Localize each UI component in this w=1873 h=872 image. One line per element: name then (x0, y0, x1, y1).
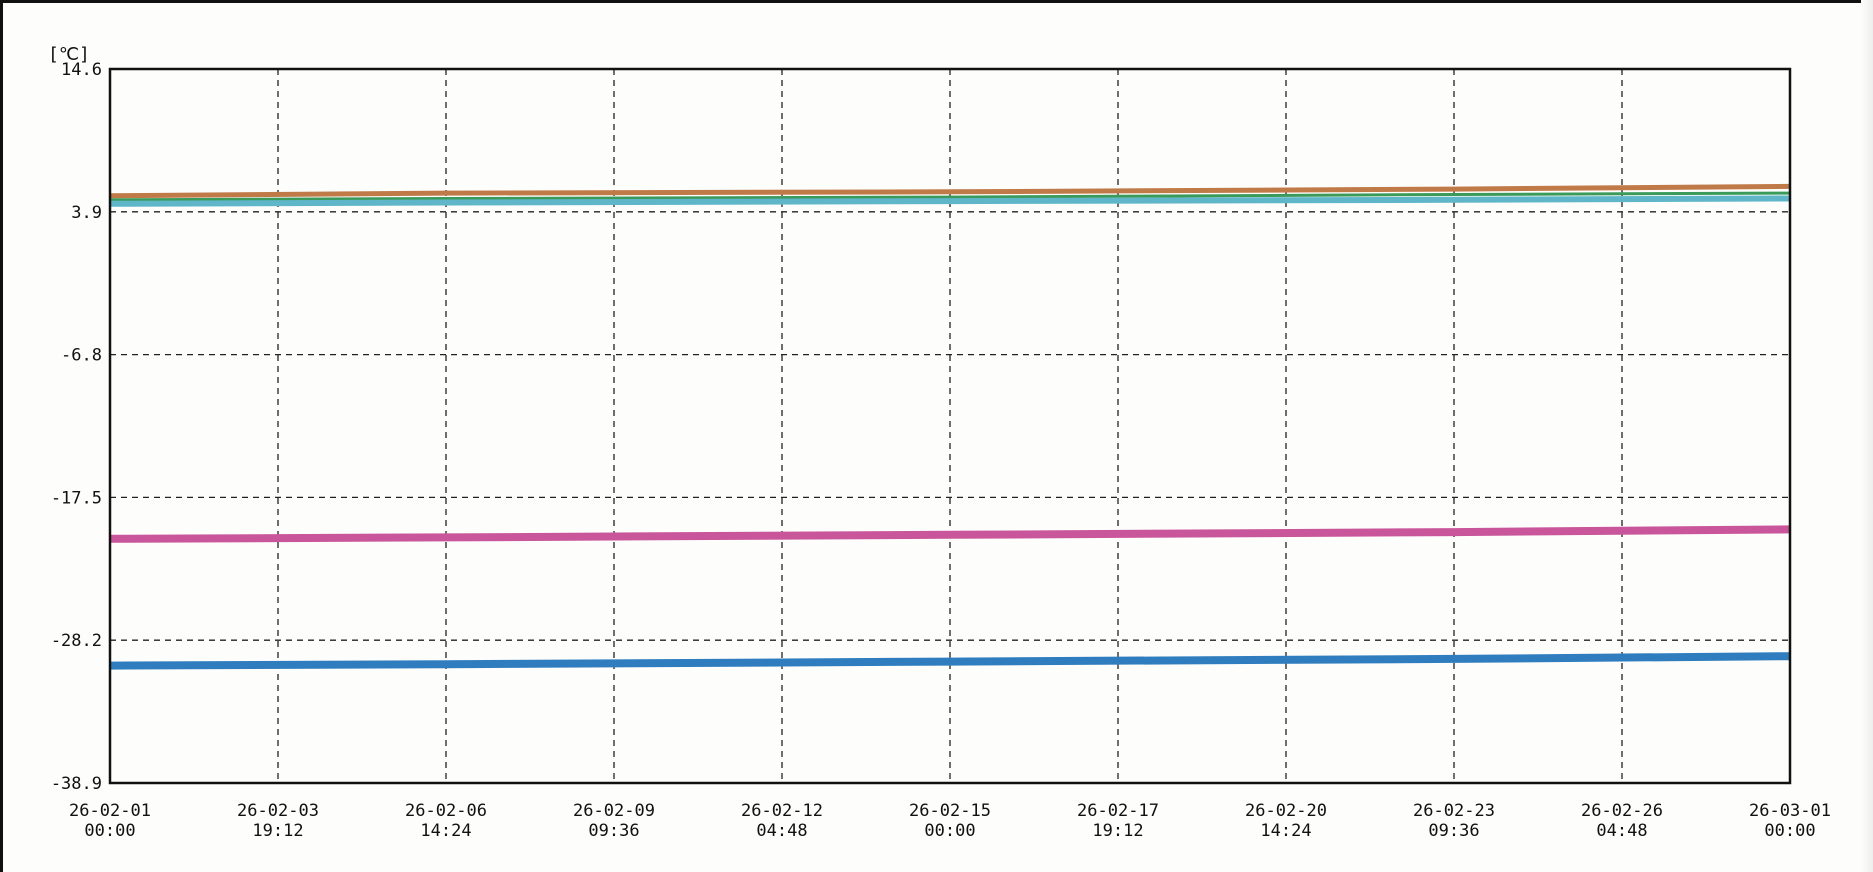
x-tick-date: 26-02-06 (405, 801, 487, 821)
y-tick-label: -38.9 (51, 774, 102, 794)
x-tick-time: 09:36 (588, 821, 639, 841)
x-tick-time: 14:24 (420, 821, 471, 841)
x-tick-date: 26-03-01 (1749, 801, 1831, 821)
x-tick-time: 19:12 (252, 821, 303, 841)
x-tick-time: 09:36 (1428, 821, 1479, 841)
y-tick-labels: 14.6 3.9 -6.8 -17.5 -28.2 -38.9 (51, 60, 102, 794)
y-tick-label: -28.2 (51, 631, 102, 651)
x-tick-time: 04:48 (756, 821, 807, 841)
series-line-4 (109, 525, 1791, 543)
y-tick-label: 3.9 (71, 203, 102, 223)
x-tick-date: 26-02-23 (1413, 801, 1495, 821)
x-tick-date: 26-02-01 (69, 801, 151, 821)
x-tick-date: 26-02-12 (741, 801, 823, 821)
x-tick-date: 26-02-03 (237, 801, 319, 821)
x-tick-time: 04:48 (1596, 821, 1647, 841)
x-tick-date: 26-02-26 (1581, 801, 1663, 821)
x-tick-date: 26-02-15 (909, 801, 991, 821)
series-layer (109, 183, 1791, 670)
x-tick-time: 00:00 (84, 821, 135, 841)
series-line-3 (109, 195, 1791, 207)
plot-border (108, 67, 1792, 785)
x-tick-labels: 26-02-0100:0026-02-0319:1226-02-0614:242… (69, 801, 1831, 841)
x-tick-time: 19:12 (1092, 821, 1143, 841)
x-tick-date: 26-02-17 (1077, 801, 1159, 821)
scan-edge (1861, 0, 1873, 872)
y-tick-label: -17.5 (51, 488, 102, 508)
grid-lines (110, 69, 1790, 783)
x-tick-date: 26-02-09 (573, 801, 655, 821)
series-line-1 (109, 183, 1791, 199)
y-tick-label: -6.8 (61, 346, 102, 366)
x-tick-time: 14:24 (1260, 821, 1311, 841)
series-line-2 (109, 191, 1791, 202)
series-line-5 (109, 652, 1791, 670)
y-tick-label: 14.6 (61, 60, 102, 80)
x-tick-time: 00:00 (1764, 821, 1815, 841)
x-tick-date: 26-02-20 (1245, 801, 1327, 821)
x-tick-time: 00:00 (924, 821, 975, 841)
y-unit-label: [℃] (48, 44, 90, 65)
